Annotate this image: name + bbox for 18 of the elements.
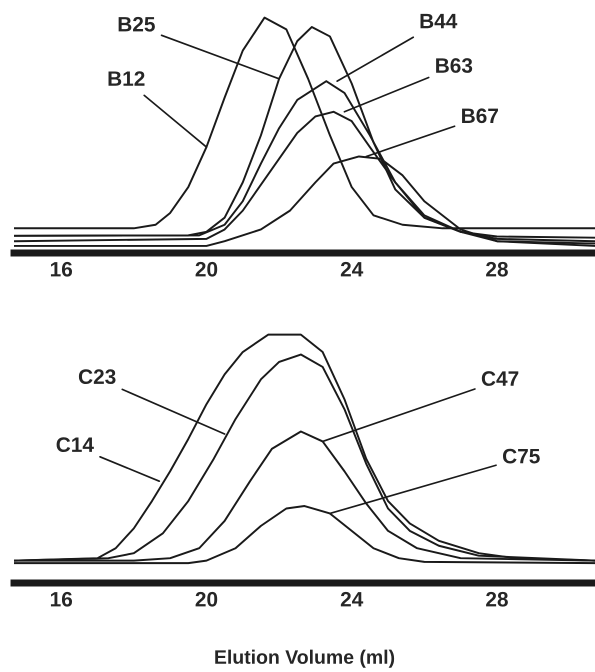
- annotation: C47: [482, 371, 518, 386]
- x-tick-label: 24: [340, 592, 364, 606]
- annotation: B12: [108, 71, 145, 86]
- x-tick-label: 20: [196, 592, 218, 607]
- annotation: B44: [420, 14, 458, 28]
- x-tick-label: 16: [50, 592, 72, 607]
- annotation: C23: [78, 369, 116, 384]
- annotation: B67: [462, 108, 498, 124]
- annotation: C14: [56, 437, 94, 452]
- annotation: C75: [502, 448, 540, 464]
- annotation: B25: [118, 16, 155, 32]
- x-tick-label: 16: [50, 262, 72, 277]
- x-tick-label: 24: [340, 262, 364, 276]
- x-tick-label: 20: [196, 262, 218, 277]
- x-tick-label: 28: [486, 592, 508, 607]
- annotation: B63: [436, 58, 472, 73]
- x-axis-title: Elution Volume (ml): [215, 650, 394, 668]
- x-tick-label: 28: [486, 262, 508, 277]
